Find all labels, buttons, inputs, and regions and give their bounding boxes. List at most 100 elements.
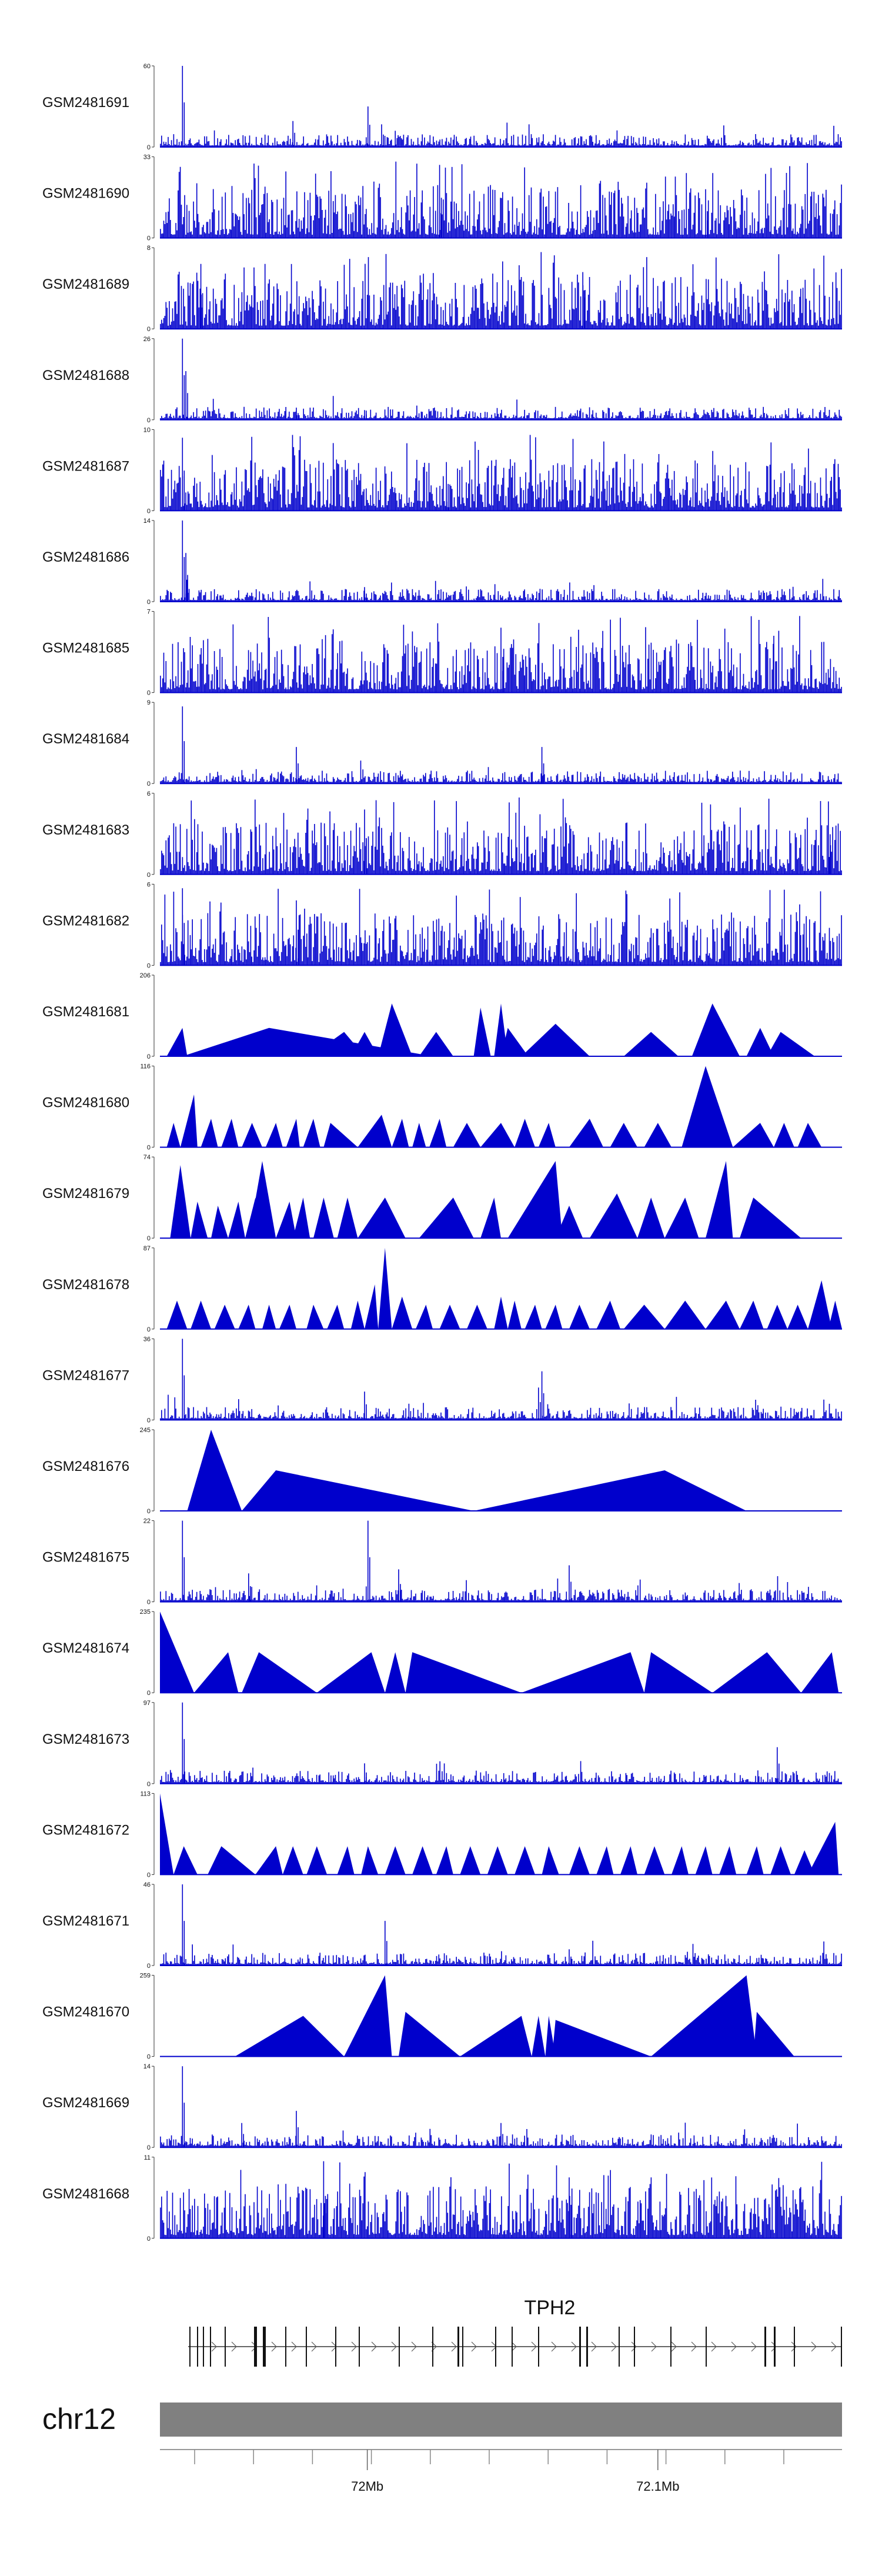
coverage-peak bbox=[712, 1652, 801, 1693]
strand-arrow bbox=[771, 2341, 777, 2352]
coverage-peak bbox=[303, 1119, 320, 1147]
coverage-peak bbox=[514, 1846, 535, 1875]
coverage-peak bbox=[589, 1193, 637, 1239]
coverage-peak bbox=[248, 1161, 276, 1239]
track-label: GSM2481684 bbox=[42, 731, 129, 747]
coverage-peak bbox=[501, 1027, 529, 1056]
coverage-peak bbox=[460, 1846, 481, 1875]
track-ymax-label: 74 bbox=[143, 1154, 151, 1161]
coverage-peak bbox=[392, 1119, 409, 1147]
strand-arrow bbox=[751, 2341, 757, 2352]
strand-arrow bbox=[511, 2341, 517, 2352]
track-ymax-label: 60 bbox=[143, 63, 151, 70]
coverage-peak bbox=[358, 1115, 392, 1147]
strand-arrow bbox=[571, 2341, 577, 2352]
track-ymin-label: 0 bbox=[147, 1781, 151, 1788]
strand-arrow bbox=[831, 2341, 837, 2352]
coverage-signal bbox=[160, 520, 842, 602]
track-ymax-label: 245 bbox=[140, 1427, 151, 1434]
track-ymax-label: 235 bbox=[140, 1609, 151, 1616]
strand-arrow bbox=[811, 2341, 817, 2352]
coverage-peak bbox=[644, 1123, 671, 1147]
track-GSM2481671: GSM2481671 46 0 bbox=[42, 1881, 842, 1970]
coverage-signal bbox=[160, 161, 842, 238]
coverage-signal bbox=[160, 1339, 842, 1420]
track-ymin-label: 0 bbox=[147, 417, 151, 424]
track-label: GSM2481678 bbox=[42, 1277, 129, 1293]
exon bbox=[586, 2327, 588, 2367]
coverage-signal bbox=[160, 616, 842, 693]
track-label: GSM2481681 bbox=[42, 1004, 129, 1020]
coverage-peak bbox=[797, 1123, 822, 1147]
coverage-peak bbox=[337, 1197, 358, 1239]
exon bbox=[210, 2327, 211, 2367]
strand-arrow bbox=[451, 2341, 457, 2352]
coverage-peak bbox=[695, 1846, 713, 1875]
track-ymax-label: 113 bbox=[140, 1790, 151, 1797]
coverage-peak bbox=[808, 1821, 839, 1875]
track-ymin-label: 0 bbox=[147, 1235, 151, 1242]
coverage-peak bbox=[555, 1206, 583, 1239]
coverage-peak bbox=[228, 1202, 245, 1239]
coverage-peak bbox=[194, 1652, 239, 1693]
coverage-peak bbox=[706, 1161, 733, 1239]
track-ymax-label: 259 bbox=[140, 1973, 151, 1980]
coverage-peak bbox=[620, 1846, 637, 1875]
track-ymax-label: 6 bbox=[147, 881, 151, 888]
track-GSM2481672: GSM2481672 113 0 bbox=[42, 1790, 842, 1878]
coverage-peak bbox=[306, 1846, 328, 1875]
coverage-peak bbox=[211, 1206, 228, 1239]
track-GSM2481678: GSM2481678 87 0 bbox=[42, 1245, 842, 1333]
coverage-peak bbox=[480, 1197, 501, 1239]
coverage-peak bbox=[337, 1846, 355, 1875]
coverage-peak bbox=[480, 1123, 515, 1147]
coverage-peak bbox=[521, 1023, 590, 1056]
coverage-peak bbox=[569, 1119, 603, 1147]
track-ymin-label: 0 bbox=[147, 326, 151, 333]
exon bbox=[538, 2327, 539, 2367]
track-ymax-label: 14 bbox=[143, 2063, 151, 2070]
coverage-peak bbox=[385, 1652, 406, 1693]
coverage-peak bbox=[313, 1197, 334, 1239]
exon bbox=[254, 2327, 257, 2367]
track-GSM2481675: GSM2481675 22 0 bbox=[42, 1518, 842, 1606]
track-GSM2481679: GSM2481679 74 0 bbox=[42, 1154, 842, 1242]
track-ymax-label: 11 bbox=[144, 2154, 151, 2161]
chromosome-bar bbox=[160, 2403, 842, 2437]
track-GSM2481686: GSM2481686 14 0 bbox=[42, 518, 842, 606]
coverage-peak bbox=[467, 1304, 487, 1329]
coverage-peak bbox=[166, 1027, 188, 1056]
coverage-peak bbox=[610, 1123, 637, 1147]
coverage-peak bbox=[293, 1197, 310, 1239]
coverage-peak bbox=[545, 1304, 563, 1329]
track-label: GSM2481671 bbox=[42, 1913, 129, 1929]
gene-body bbox=[188, 2327, 842, 2367]
coverage-peak bbox=[644, 1846, 665, 1875]
strand-arrow bbox=[591, 2341, 597, 2352]
coverage-peak bbox=[265, 1123, 283, 1147]
coverage-peak bbox=[344, 1975, 392, 2057]
strand-arrow bbox=[351, 2341, 357, 2352]
coverage-peak bbox=[487, 1846, 508, 1875]
chromosome-label: chr12 bbox=[42, 2403, 116, 2435]
track-GSM2481677: GSM2481677 36 0 bbox=[42, 1336, 842, 1424]
track-ymin-label: 0 bbox=[147, 1053, 151, 1060]
track-label: GSM2481686 bbox=[42, 549, 129, 565]
position-axis: 72Mb 72.1Mb bbox=[160, 2449, 842, 2494]
track-GSM2481676: GSM2481676 245 0 bbox=[42, 1427, 842, 1515]
coverage-peak bbox=[166, 1123, 181, 1147]
exon bbox=[774, 2327, 776, 2367]
track-label: GSM2481680 bbox=[42, 1095, 129, 1111]
exon bbox=[306, 2327, 307, 2367]
track-label: GSM2481687 bbox=[42, 458, 129, 474]
coverage-peak bbox=[255, 1846, 283, 1875]
coverage-peak bbox=[160, 1793, 174, 1875]
track-ymax-label: 36 bbox=[143, 1336, 151, 1343]
strand-arrow bbox=[411, 2341, 417, 2352]
exon bbox=[634, 2327, 635, 2367]
track-ymax-label: 9 bbox=[147, 699, 151, 706]
track-GSM2481669: GSM2481669 14 0 bbox=[42, 2063, 842, 2151]
coverage-peak bbox=[767, 1032, 815, 1056]
track-label: GSM2481682 bbox=[42, 913, 129, 929]
